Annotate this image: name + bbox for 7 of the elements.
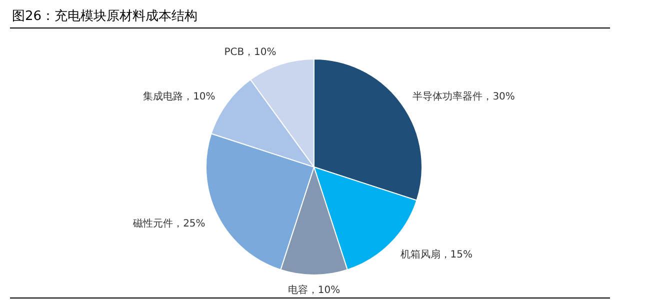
slice-label: PCB，10%	[224, 46, 276, 58]
slice-label: 磁性元件，25%	[132, 217, 206, 230]
slice-label: 半导体功率器件，30%	[412, 90, 515, 102]
slice-label: 机箱风扇，15%	[400, 248, 472, 260]
slice-label: 集成电路，10%	[143, 90, 216, 102]
slice-label: 电容，10%	[288, 284, 340, 296]
chart-title: 图26：充电模块原材料成本结构	[12, 9, 198, 24]
